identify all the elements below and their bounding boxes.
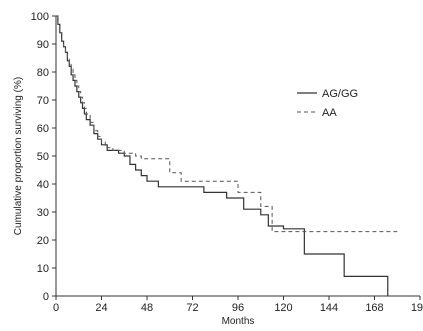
axes-layer	[55, 16, 420, 297]
x-axis-title: Months	[222, 316, 255, 326]
y-tick-label: 80	[37, 67, 49, 79]
series-layer	[56, 15, 398, 296]
x-tick-label: 48	[141, 302, 153, 314]
y-tick-label: 70	[37, 95, 49, 107]
y-tick-label: 90	[37, 39, 49, 51]
y-tick-label: 0	[43, 291, 49, 303]
x-tick-label: 168	[365, 302, 383, 314]
y-tick-label: 60	[37, 123, 49, 135]
y-tick-label: 40	[37, 179, 49, 191]
y-tick-label: 20	[37, 235, 49, 247]
x-tick-label: 192	[411, 302, 423, 314]
ticks-layer: 0 10 20 30 40 50 60 70 80 90 100 0 24 48 72 96 120 144 168…	[31, 11, 423, 314]
y-tick-label: 30	[37, 207, 49, 219]
y-tick-label: 50	[37, 151, 49, 163]
x-tick-label: 120	[274, 302, 292, 314]
series-line-ag-gg	[56, 15, 389, 296]
x-tick-label: 24	[95, 302, 107, 314]
x-tick-label: 0	[53, 302, 59, 314]
y-tick-label: 100	[31, 11, 49, 23]
y-tick-label: 10	[37, 263, 49, 275]
x-tick-label: 144	[320, 302, 338, 314]
series-line-aa	[56, 15, 398, 233]
y-axis-title: Cumulative proportion surviving (%)	[13, 77, 24, 235]
x-tick-label: 72	[186, 302, 198, 314]
legend-label-aa: AA	[322, 107, 337, 119]
x-tick-label: 96	[232, 302, 244, 314]
legend: AG/GG AA	[297, 88, 358, 119]
legend-label-ag-gg: AG/GG	[322, 88, 358, 100]
